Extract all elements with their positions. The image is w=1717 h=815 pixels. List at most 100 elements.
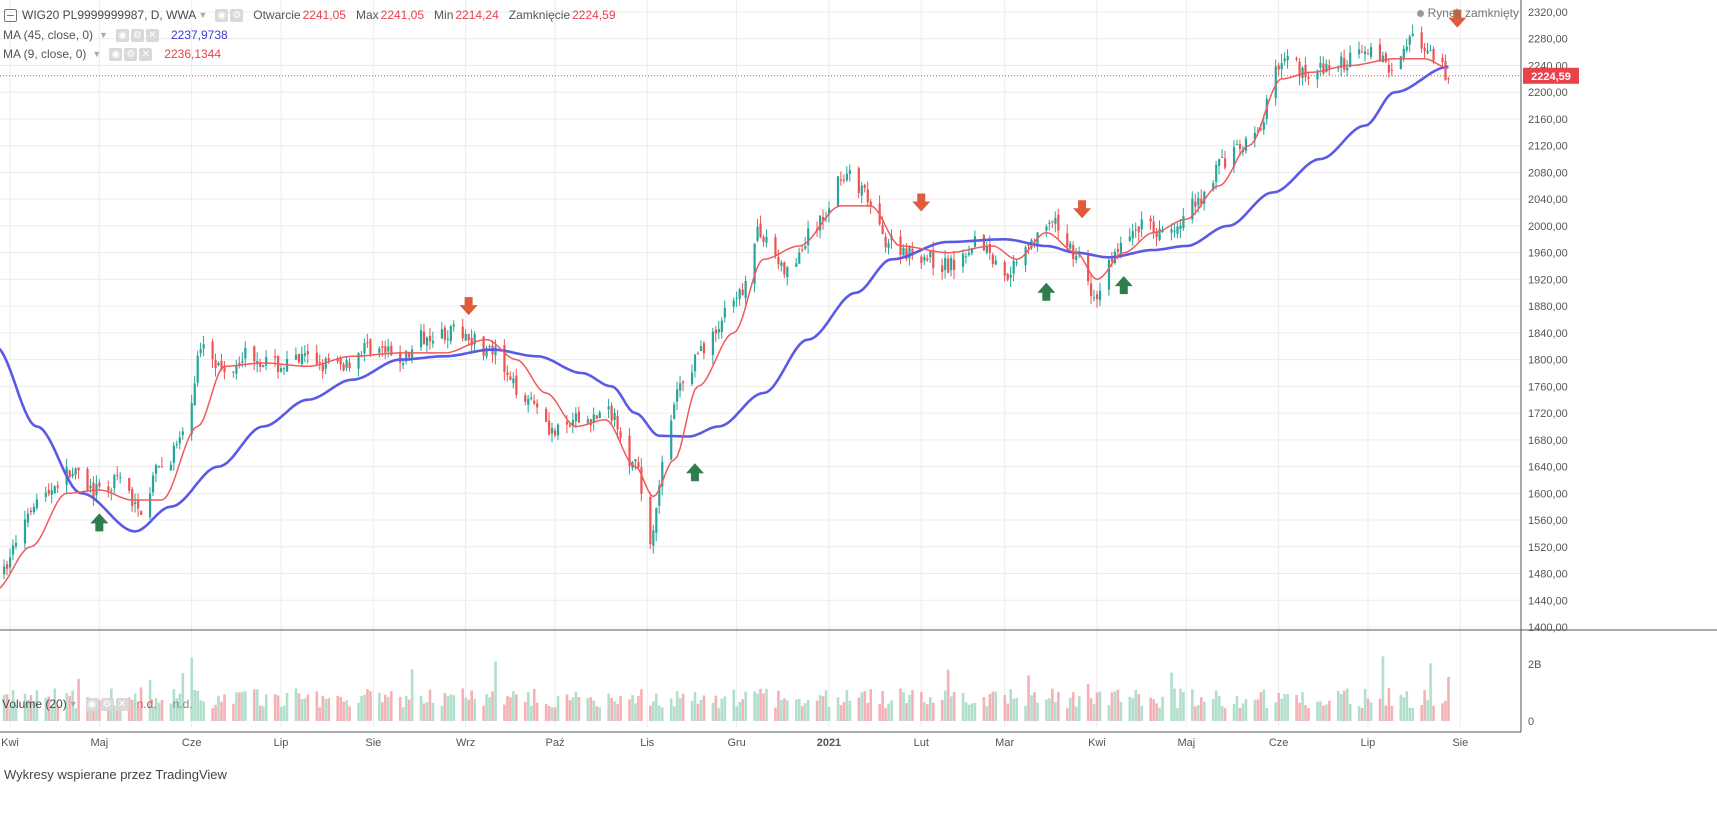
candle-body <box>929 251 932 258</box>
candle <box>321 359 324 379</box>
close-icon[interactable]: ✕ <box>139 47 153 61</box>
volume-bar <box>1003 695 1007 721</box>
eye-icon[interactable]: ◉ <box>85 697 99 711</box>
close-icon[interactable]: ✕ <box>115 697 129 711</box>
candle-body <box>303 353 307 356</box>
volume-bar <box>1322 705 1325 721</box>
candle <box>110 487 113 501</box>
candle <box>628 427 631 475</box>
candle-body <box>676 389 679 402</box>
volume-bar <box>348 706 351 721</box>
candle-body <box>1346 67 1349 71</box>
volume-bar <box>1328 700 1331 721</box>
chevron-down-icon[interactable]: ▼ <box>99 30 108 40</box>
volume-bar <box>512 691 515 721</box>
gear-icon[interactable]: ⚙ <box>100 697 114 711</box>
candle-body <box>530 397 533 400</box>
close-icon[interactable]: ✕ <box>145 28 159 42</box>
volume-bar <box>306 694 310 721</box>
volume-bar <box>1134 690 1138 721</box>
arrow-up-icon <box>1114 276 1133 295</box>
candle-body <box>148 493 152 518</box>
chevron-down-icon[interactable]: ▼ <box>198 10 208 20</box>
candle-body <box>1325 64 1328 73</box>
volume-bar <box>1182 691 1185 721</box>
candle <box>384 340 387 360</box>
volume-bar <box>1191 689 1194 721</box>
chevron-down-icon[interactable]: ▼ <box>68 699 78 709</box>
candle-body <box>336 359 339 362</box>
tradingview-credit[interactable]: Wykresy wspierane przez TradingView <box>4 767 227 782</box>
eye-icon[interactable]: ◉ <box>215 8 229 22</box>
volume-bar <box>1158 707 1161 721</box>
candle <box>26 508 30 528</box>
candle-body <box>1307 76 1310 79</box>
eye-icon[interactable]: ◉ <box>109 47 123 61</box>
candle <box>857 166 860 199</box>
candle-body <box>1212 183 1215 191</box>
eye-icon[interactable]: ◉ <box>115 28 129 42</box>
candle-body <box>265 356 268 366</box>
volume-bar <box>92 707 95 721</box>
candle-body <box>1066 233 1069 248</box>
volume-bar <box>821 696 825 721</box>
candle-body <box>655 507 658 533</box>
price-tick-label: 1760,00 <box>1528 381 1568 393</box>
volume-bar <box>1256 699 1260 721</box>
volume-bar <box>550 707 554 721</box>
gear-icon[interactable]: ⚙ <box>124 47 138 61</box>
candle-body <box>985 245 988 253</box>
candle-body <box>503 345 506 373</box>
candle-body <box>1027 244 1030 246</box>
volume-bar <box>50 706 54 721</box>
volume-bar <box>339 696 342 721</box>
candle <box>848 164 851 182</box>
candle-body <box>598 412 601 419</box>
volume-bar <box>696 703 700 721</box>
candle-body <box>908 245 911 259</box>
volume-bar <box>1098 691 1102 721</box>
gear-icon[interactable]: ⚙ <box>130 28 144 42</box>
candle <box>259 358 262 373</box>
volume-bar <box>1336 690 1340 721</box>
volume-bar <box>345 700 348 721</box>
gear-icon[interactable]: ⚙ <box>230 8 244 22</box>
volume-bar <box>235 692 238 721</box>
candle-body <box>1316 70 1319 80</box>
price-tick-label: 2200,00 <box>1528 87 1568 99</box>
candle-body <box>1194 201 1197 207</box>
candle-body <box>68 470 71 478</box>
candle-body <box>658 485 661 506</box>
candle-body <box>461 326 464 339</box>
volume-bar <box>217 695 220 721</box>
candle-body <box>881 225 884 234</box>
candle <box>1036 231 1039 252</box>
candle <box>842 174 846 184</box>
chevron-down-icon[interactable]: ▼ <box>92 49 102 59</box>
volume-bar <box>1027 675 1030 721</box>
candle <box>77 467 80 479</box>
candle <box>285 350 289 373</box>
volume-bar <box>1241 703 1245 721</box>
candle-body <box>387 346 390 352</box>
volume-bar <box>908 694 911 721</box>
volume-bar <box>387 696 390 721</box>
volume-bar <box>1384 705 1388 721</box>
price-tick-label: 1560,00 <box>1528 515 1568 527</box>
volume-bar <box>568 700 572 721</box>
candle-body <box>1429 50 1432 52</box>
candle <box>738 287 741 306</box>
candle-body <box>661 461 664 487</box>
candle-body <box>294 354 298 360</box>
candle <box>119 472 122 484</box>
candle-body <box>154 465 158 474</box>
candle-body <box>550 428 554 434</box>
volume-ma-value: n.d. <box>172 697 193 711</box>
volume-bar <box>735 706 739 721</box>
volume-bar <box>931 702 935 721</box>
volume-bar <box>783 698 786 721</box>
collapse-icon[interactable] <box>4 8 17 22</box>
candle <box>673 402 676 420</box>
candle <box>1244 135 1248 154</box>
